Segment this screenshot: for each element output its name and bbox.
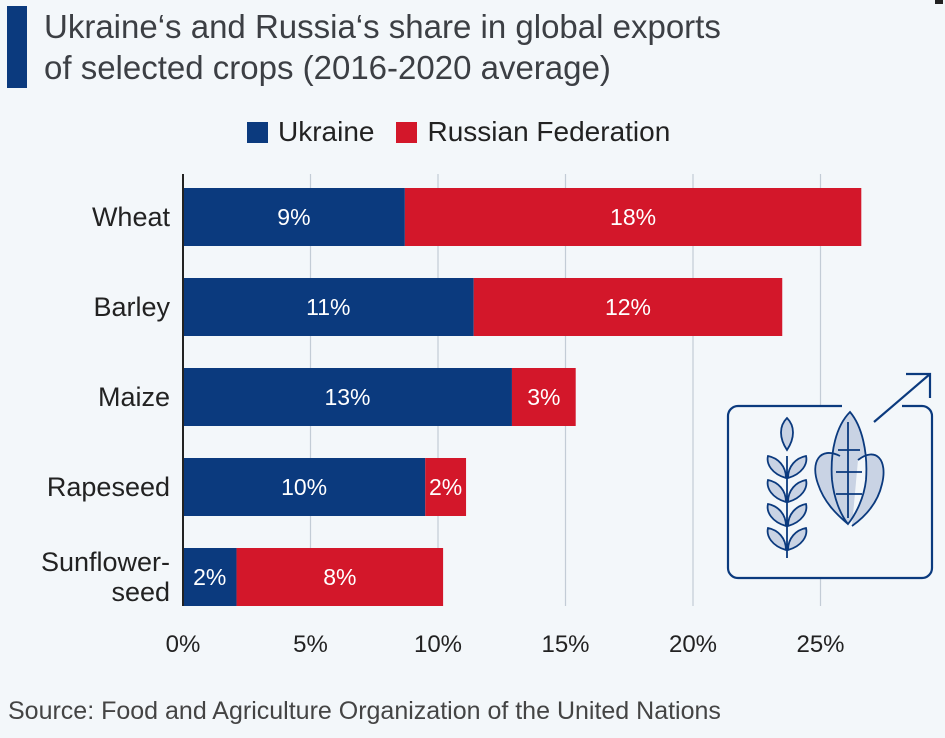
category-label: Wheat bbox=[92, 202, 171, 232]
title-accent-bar bbox=[7, 6, 27, 88]
labels-layer: 9% 18% 11% 12% 13% 3% 10% 2% 2% 8% bbox=[193, 204, 656, 590]
data-label: 11% bbox=[306, 294, 350, 320]
legend-item-ukraine: Ukraine bbox=[247, 116, 374, 148]
legend-label-russia: Russian Federation bbox=[427, 116, 671, 147]
x-tick-label: 5% bbox=[293, 631, 328, 658]
bar-segment bbox=[404, 188, 862, 246]
x-tick-label: 20% bbox=[669, 631, 717, 658]
bar-segment bbox=[183, 188, 405, 246]
x-tick-label: 0% bbox=[166, 631, 201, 658]
data-label: 18% bbox=[610, 204, 656, 230]
data-label: 2% bbox=[429, 474, 462, 500]
chart-title-line-1: Ukraine‘s and Russia‘s share in global e… bbox=[44, 8, 721, 45]
bar-segment bbox=[236, 548, 444, 606]
bar-segment bbox=[425, 458, 467, 516]
data-label: 13% bbox=[324, 384, 370, 410]
wheat-icon bbox=[766, 416, 808, 558]
category-label: Sunflower- bbox=[41, 547, 170, 577]
chart-legend: Ukraine Russian Federation bbox=[247, 114, 670, 150]
data-label: 3% bbox=[527, 384, 560, 410]
x-tick-label: 25% bbox=[796, 631, 844, 658]
category-label: seed bbox=[111, 577, 170, 607]
chart-title-line-2: of selected crops (2016-2020 average) bbox=[44, 49, 611, 86]
data-label: 2% bbox=[193, 564, 226, 590]
stacked-bar-chart: 9% 18% 11% 12% 13% 3% 10% 2% 2% 8% 0% 5% 10% 15% 20% 2… bbox=[41, 174, 934, 658]
bar-segment bbox=[511, 368, 576, 426]
legend-swatch-ukraine bbox=[247, 121, 268, 143]
category-label: Barley bbox=[93, 292, 170, 322]
category-label: Maize bbox=[98, 382, 170, 412]
x-tick-label: 10% bbox=[414, 631, 462, 658]
bar-segment bbox=[183, 458, 426, 516]
crops-export-icon bbox=[726, 372, 934, 580]
legend-swatch-russia bbox=[396, 121, 418, 143]
data-label: 9% bbox=[277, 204, 310, 230]
data-label: 8% bbox=[323, 564, 356, 590]
legend-item-russia: Russian Federation bbox=[396, 116, 670, 148]
bar-segment bbox=[183, 278, 474, 336]
corner-mark bbox=[935, 0, 943, 4]
x-tick-label: 15% bbox=[541, 631, 589, 658]
bar-segment bbox=[473, 278, 783, 336]
corn-icon bbox=[814, 410, 885, 527]
bar-segment bbox=[183, 368, 512, 426]
legend-label-ukraine: Ukraine bbox=[278, 116, 375, 147]
bars-layer bbox=[183, 188, 862, 606]
data-label: 12% bbox=[605, 294, 651, 320]
arrow-icon-shaft bbox=[873, 373, 931, 423]
chart-title: Ukraine‘s and Russia‘s share in global e… bbox=[44, 6, 804, 88]
source-note: Source: Food and Agriculture Organizatio… bbox=[8, 697, 721, 725]
category-label: Rapeseed bbox=[47, 472, 170, 502]
arrow-icon-head bbox=[906, 372, 932, 398]
axis-layer: 0% 5% 10% 15% 20% 25% Wheat Barley Maize Rapeseed… bbox=[41, 174, 845, 658]
data-label: 10% bbox=[281, 474, 327, 500]
bar-segment bbox=[183, 548, 237, 606]
